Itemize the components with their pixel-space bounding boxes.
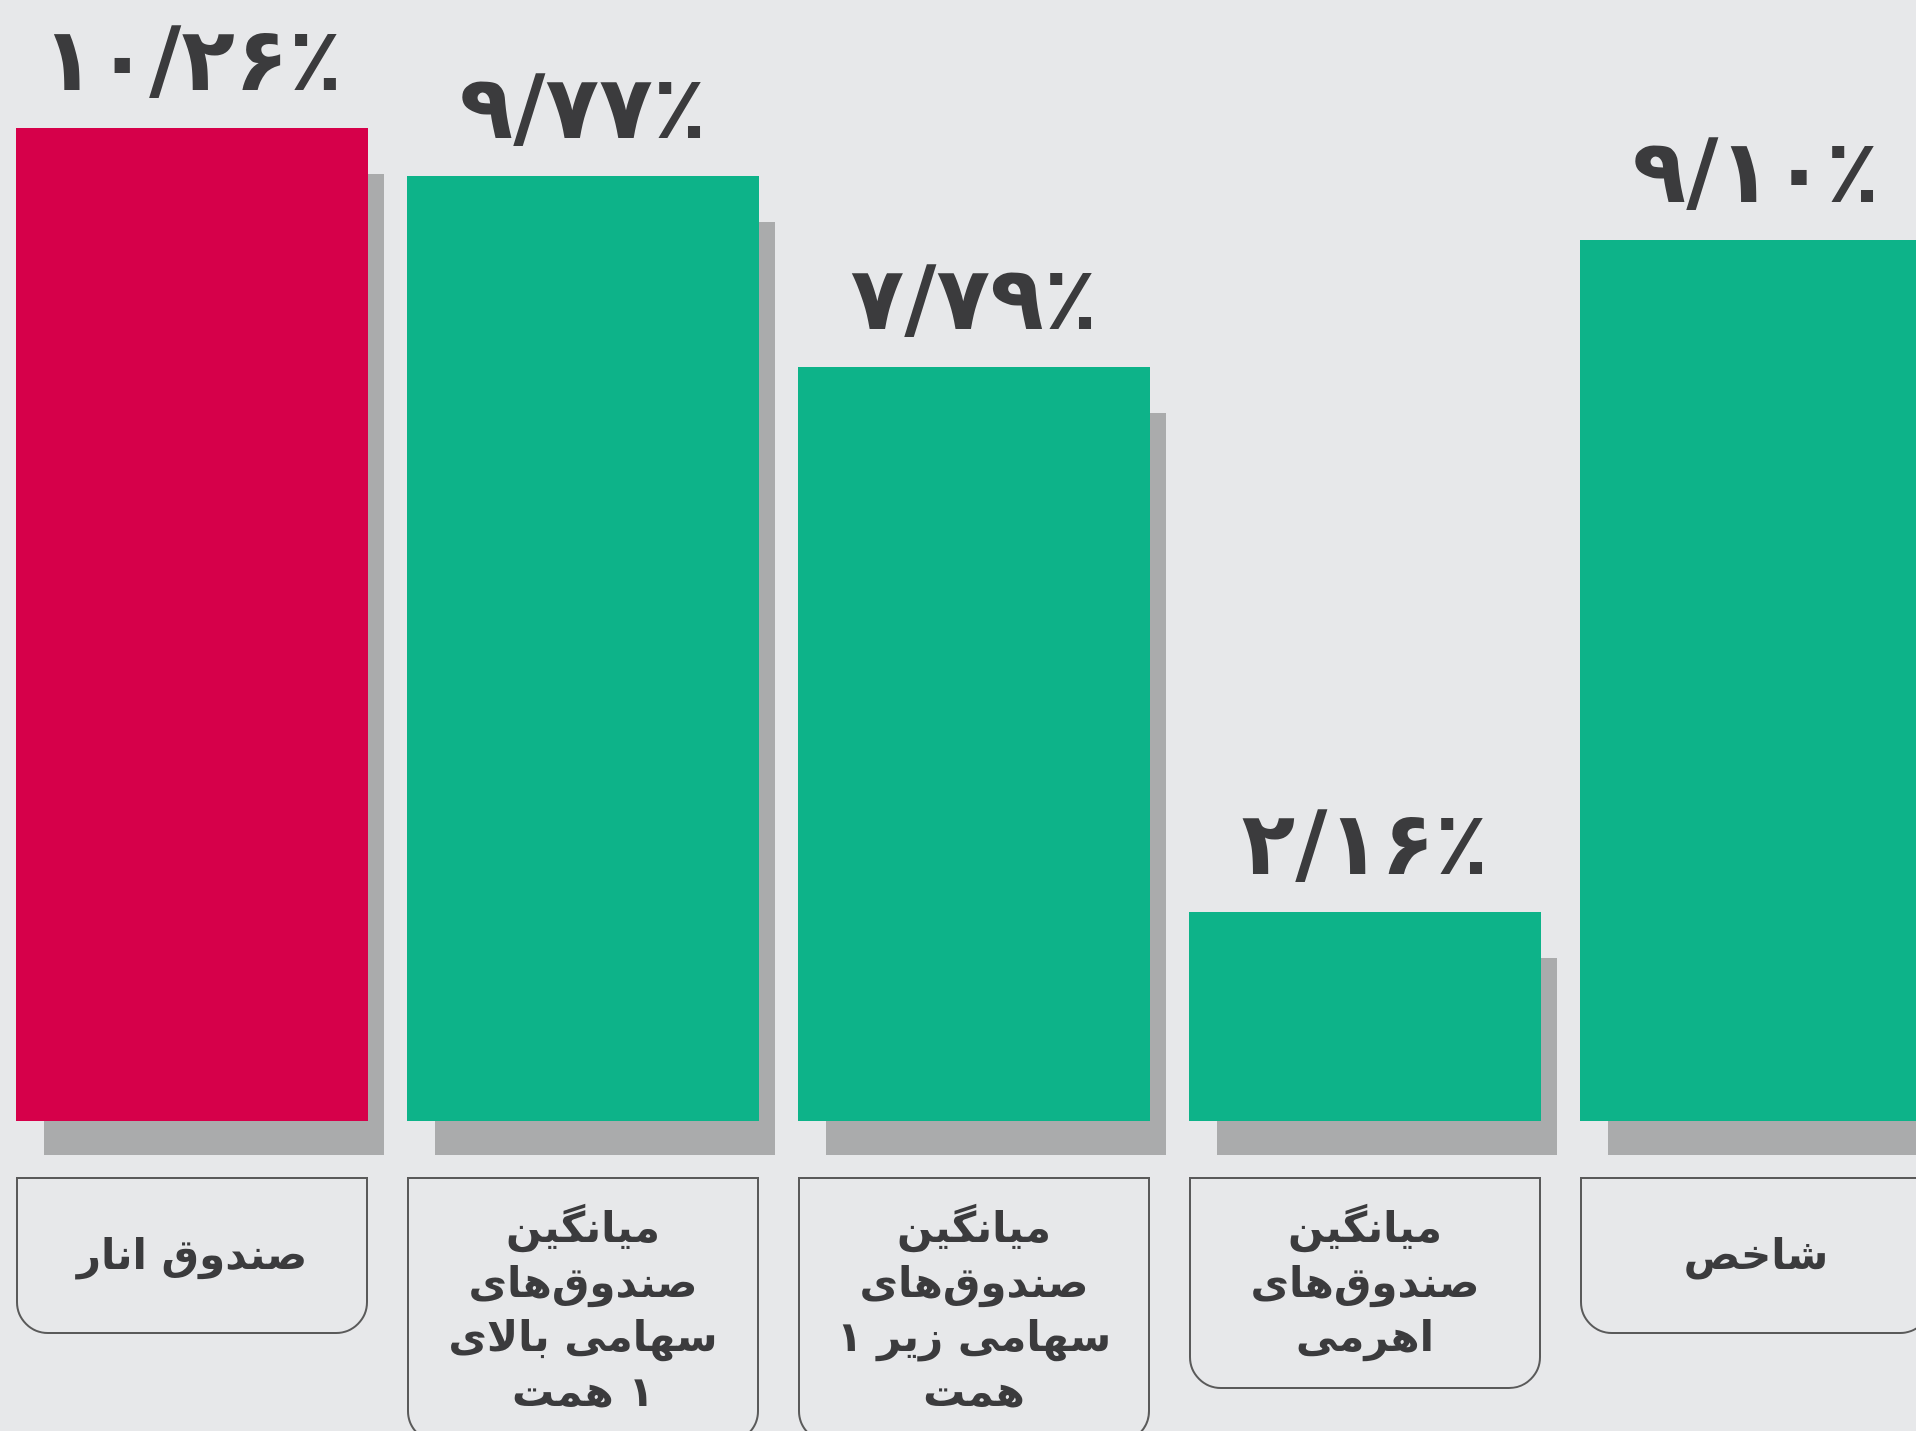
category-label: میانگین صندوق‌های سهامی بالای ۱ همت xyxy=(407,1177,759,1431)
category-label: صندوق انار xyxy=(16,1177,368,1334)
bar xyxy=(1580,240,1916,1121)
category-label: میانگین صندوق‌های سهامی زیر ۱ همت xyxy=(798,1177,1150,1431)
value-label: ۷/۷۹٪ xyxy=(850,247,1098,351)
bar xyxy=(798,367,1150,1121)
bar xyxy=(1189,911,1541,1121)
value-label: ۹/۷۷٪ xyxy=(459,55,707,159)
value-label: ۱۰/۲۶٪ xyxy=(41,8,343,112)
bar xyxy=(407,175,759,1121)
category-label: میانگین صندوق‌های اهرمی xyxy=(1189,1177,1541,1389)
value-label: ۹/۱۰٪ xyxy=(1632,120,1880,224)
category-label: شاخص xyxy=(1580,1177,1916,1334)
value-label: ۲/۱۶٪ xyxy=(1241,791,1489,895)
bar xyxy=(16,128,368,1121)
